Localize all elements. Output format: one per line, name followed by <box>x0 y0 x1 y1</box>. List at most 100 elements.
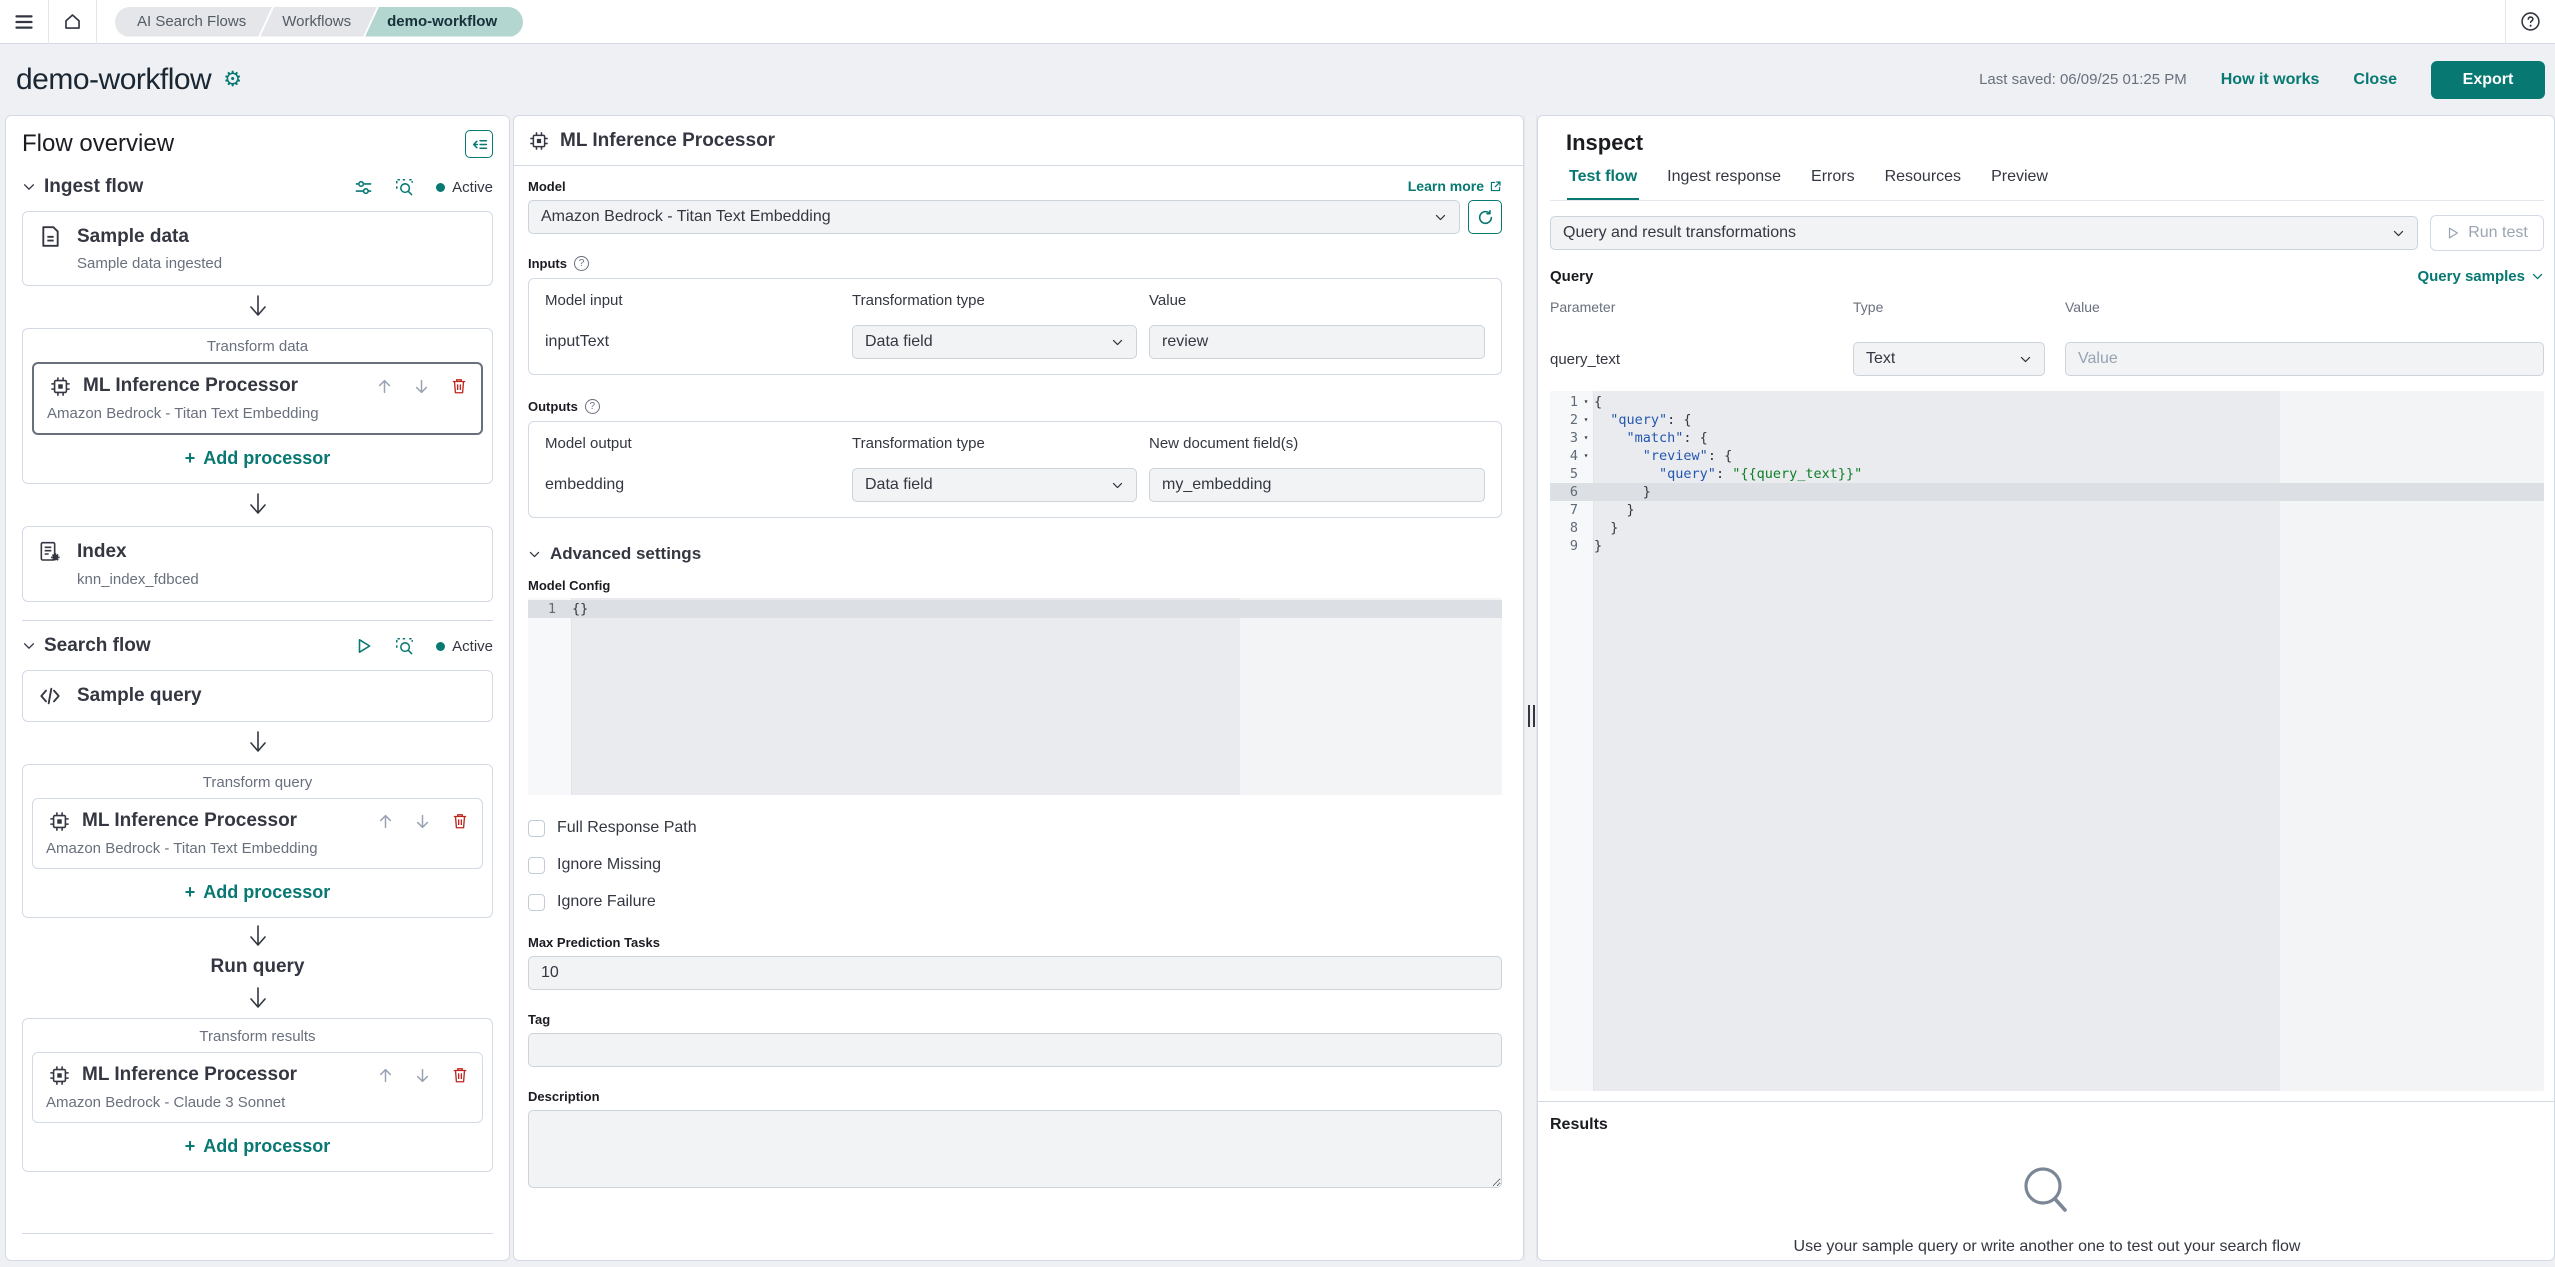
input-transformation-type-select[interactable]: Data field <box>852 325 1137 359</box>
full-response-path-checkbox-row[interactable]: Full Response Path <box>528 819 1502 837</box>
model-select[interactable]: Amazon Bedrock - Titan Text Embedding <box>528 200 1460 234</box>
index-icon <box>37 540 63 564</box>
collapse-panel-icon[interactable] <box>465 130 493 158</box>
tag-field[interactable] <box>528 1033 1502 1067</box>
how-it-works-link[interactable]: How it works <box>2220 70 2320 88</box>
transform-query-label: Transform query <box>202 774 313 791</box>
sample-query-card[interactable]: Sample query <box>22 670 493 722</box>
param-header-value: Value <box>2065 299 2100 315</box>
flow-arrow-icon <box>22 484 493 524</box>
transformation-scope-select[interactable]: Query and result transformations <box>1550 216 2418 250</box>
checkbox-unchecked-icon[interactable] <box>528 819 545 837</box>
add-processor-button-query[interactable]: + Add processor <box>32 869 483 906</box>
output-transformation-type-select[interactable]: Data field <box>852 468 1137 502</box>
input-model-input-name: inputText <box>545 333 610 350</box>
breadcrumb-ai-search-flows[interactable]: AI Search Flows <box>115 7 272 37</box>
output-model-output-name: embedding <box>545 476 625 493</box>
delete-processor-icon[interactable] <box>451 812 469 830</box>
active-dot-icon <box>436 182 446 192</box>
query-editor[interactable]: 1 ▾{2 ▾ "query": {3 ▾ "match": {4 ▾ "review"… <box>1550 391 2544 1091</box>
inspect-title: Inspect <box>1566 130 1644 155</box>
close-link[interactable]: Close <box>2353 70 2397 88</box>
move-up-icon[interactable] <box>377 813 394 830</box>
processor-model-subtitle: Amazon Bedrock - Titan Text Embedding <box>47 405 319 422</box>
run-search-flow-play-icon[interactable] <box>355 637 373 655</box>
add-processor-button-results[interactable]: + Add processor <box>32 1123 483 1160</box>
results-ml-processor-card[interactable]: ML Inference Processor <box>32 1052 483 1123</box>
outputs-help-icon[interactable]: ? <box>584 399 600 414</box>
move-down-icon[interactable] <box>414 1067 431 1084</box>
help-icon[interactable] <box>2520 11 2541 32</box>
search-inspect-icon[interactable] <box>395 637 414 656</box>
move-up-icon[interactable] <box>376 378 393 395</box>
tab-test-flow[interactable]: Test flow <box>1567 168 1640 200</box>
run-test-button[interactable]: Run test <box>2430 215 2544 251</box>
checkbox-unchecked-icon[interactable] <box>528 893 545 911</box>
chevron-down-icon <box>2020 356 2031 362</box>
output-value-input[interactable] <box>1162 476 1472 494</box>
add-processor-button-ingest[interactable]: + Add processor <box>32 435 483 472</box>
export-button[interactable]: Export <box>2431 60 2545 99</box>
search-flow-header[interactable]: Search flow Active <box>22 635 493 657</box>
play-icon <box>2449 227 2459 239</box>
outputs-header-new-document-fields: New document field(s) <box>1149 435 1299 452</box>
max-prediction-tasks-label: Max Prediction Tasks <box>528 935 660 950</box>
move-down-icon[interactable] <box>413 378 430 395</box>
input-value-input[interactable] <box>1162 333 1472 351</box>
chevron-down-icon <box>1112 339 1123 345</box>
ignore-missing-checkbox-row[interactable]: Ignore Missing <box>528 856 1502 874</box>
section-divider <box>22 620 493 621</box>
home-icon[interactable] <box>63 12 82 31</box>
move-down-icon[interactable] <box>414 813 431 830</box>
ignore-failure-checkbox-row[interactable]: Ignore Failure <box>528 893 1502 911</box>
parameter-value-field[interactable] <box>2065 342 2544 376</box>
query-label: Query <box>1550 268 1594 285</box>
advanced-settings-accordion[interactable]: Advanced settings <box>528 544 1502 564</box>
search-ml-processor-card[interactable]: ML Inference Processor <box>32 798 483 869</box>
refresh-models-icon[interactable] <box>1468 200 1502 234</box>
breadcrumb-current-workflow[interactable]: demo-workflow <box>365 6 524 37</box>
workflow-settings-gear-icon[interactable]: ⚙ <box>223 68 243 91</box>
parameter-value-input[interactable] <box>2078 350 2531 368</box>
transform-data-label: Transform data <box>206 338 309 355</box>
menu-icon[interactable] <box>14 12 34 32</box>
ingest-flow-header[interactable]: Ingest flow Active <box>22 176 493 198</box>
parameter-name: query_text <box>1550 350 1621 368</box>
ingest-ml-processor-card[interactable]: ML Inference Processor <box>32 362 483 435</box>
plus-icon: + <box>184 448 196 468</box>
query-samples-link[interactable]: Query samples <box>2417 268 2544 285</box>
model-config-editor[interactable]: 1{} <box>528 598 1502 795</box>
transform-data-group: Transform data ML Inference Processor <box>22 328 493 484</box>
tab-preview[interactable]: Preview <box>1991 168 2048 185</box>
flow-arrow-icon <box>22 286 493 326</box>
learn-more-link[interactable]: Learn more <box>1408 178 1502 194</box>
ingest-settings-icon[interactable] <box>354 178 373 197</box>
delete-processor-icon[interactable] <box>451 1066 469 1084</box>
tag-input[interactable] <box>541 1041 1489 1059</box>
ingest-inspect-icon[interactable] <box>395 178 414 197</box>
tab-errors[interactable]: Errors <box>1811 168 1855 185</box>
panel-resizer-handle[interactable] <box>1524 115 1537 1261</box>
search-status-badge: Active <box>436 638 493 655</box>
max-prediction-tasks-input[interactable] <box>541 964 1489 982</box>
input-value-field[interactable] <box>1149 325 1485 359</box>
parameter-type-select[interactable]: Text <box>1853 342 2045 376</box>
tab-ingest-response[interactable]: Ingest response <box>1667 168 1782 185</box>
outputs-label: Outputs <box>528 399 578 414</box>
checkbox-unchecked-icon[interactable] <box>528 856 545 874</box>
tab-resources[interactable]: Resources <box>1884 168 1962 185</box>
sample-data-card[interactable]: Sample data Sample data ingested <box>22 211 493 286</box>
output-value-field[interactable] <box>1149 468 1485 502</box>
delete-processor-icon[interactable] <box>450 377 468 395</box>
move-up-icon[interactable] <box>377 1067 394 1084</box>
inputs-help-icon[interactable]: ? <box>574 256 589 271</box>
chevron-down-icon <box>528 548 541 561</box>
inputs-table: Model input Transformation type Value in… <box>528 278 1502 375</box>
description-textarea[interactable] <box>528 1110 1502 1188</box>
transform-query-group: Transform query ML Inference Processor <box>22 764 493 918</box>
index-card[interactable]: Index knn_index_fdbced <box>22 526 493 602</box>
outputs-row: embedding Data field <box>545 468 1485 502</box>
breadcrumb-workflows[interactable]: Workflows <box>260 7 377 37</box>
max-prediction-tasks-field[interactable] <box>528 956 1502 990</box>
chevron-down-icon <box>22 639 36 653</box>
